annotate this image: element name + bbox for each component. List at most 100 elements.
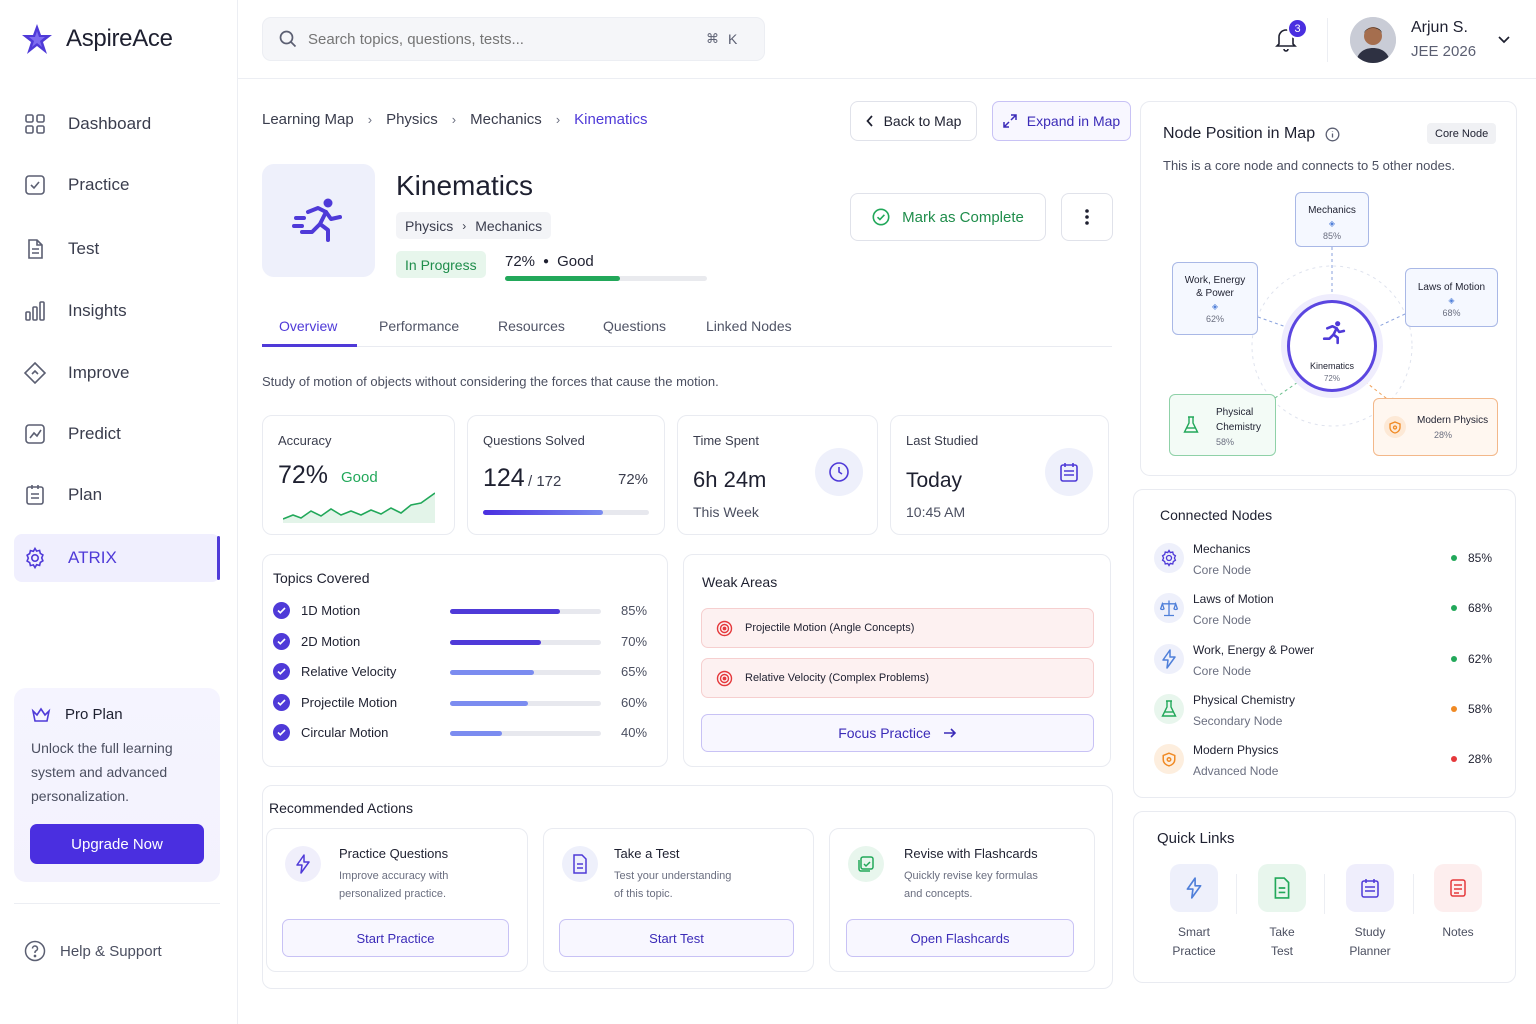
- pro-plan-desc: personalization.: [31, 788, 130, 804]
- topic-percent: 85%: [621, 603, 648, 618]
- pro-plan-desc: system and advanced: [31, 764, 168, 780]
- questions-solved-card: Questions Solved 124 / 172 72%: [467, 415, 665, 535]
- action-desc: and concepts.: [904, 888, 973, 900]
- tab-resources[interactable]: Resources: [498, 318, 565, 334]
- quick-link-take-test[interactable]: Take Test: [1256, 864, 1308, 961]
- breadcrumb-item[interactable]: Learning Map: [262, 111, 354, 128]
- start-practice-button[interactable]: Start Practice: [282, 919, 509, 957]
- user-info[interactable]: Arjun S. JEE 2026: [1411, 19, 1476, 60]
- map-node-label: Mechanics: [1308, 205, 1356, 216]
- topic-row[interactable]: 1D Motion 85%: [273, 601, 659, 621]
- quick-link-notes[interactable]: Notes: [1432, 864, 1484, 942]
- topic-row[interactable]: 2D Motion 70%: [273, 632, 659, 652]
- shortcut-key: K: [728, 31, 738, 47]
- back-to-map-button[interactable]: Back to Map: [850, 101, 977, 141]
- topic-row[interactable]: Projectile Motion 60%: [273, 693, 659, 713]
- user-name: Arjun S.: [1411, 19, 1468, 36]
- sidebar-item-test[interactable]: Test: [14, 225, 220, 273]
- map-node-work-energy-power[interactable]: Work, Energy & Power ◈ 62%: [1172, 262, 1258, 335]
- divider: [14, 903, 220, 904]
- topic-path-item: Mechanics: [475, 217, 543, 234]
- accuracy-card: Accuracy 72% Good: [262, 415, 455, 535]
- focus-practice-button[interactable]: Focus Practice: [701, 714, 1094, 752]
- tab-questions[interactable]: Questions: [603, 318, 667, 334]
- map-node-label: Work, Energy: [1184, 275, 1246, 286]
- upgrade-now-button[interactable]: Upgrade Now: [30, 824, 204, 864]
- chevron-right-icon: ›: [367, 112, 373, 127]
- action-desc: personalized practice.: [339, 888, 447, 900]
- topic-path: Physics › Mechanics: [396, 212, 552, 239]
- clock-icon: [815, 448, 863, 496]
- help-support-label: Help & Support: [60, 942, 162, 960]
- info-icon[interactable]: [1325, 127, 1340, 142]
- tab-overview[interactable]: Overview: [279, 318, 338, 334]
- search-input[interactable]: [308, 30, 688, 48]
- topic-name: 1D Motion: [301, 603, 361, 618]
- open-flashcards-button[interactable]: Open Flashcards: [846, 919, 1074, 957]
- topic-name: 2D Motion: [301, 633, 361, 649]
- tab-performance[interactable]: Performance: [379, 318, 460, 334]
- clipboard-icon: [14, 483, 58, 507]
- status-dot: [1451, 605, 1457, 612]
- start-test-button[interactable]: Start Test: [559, 919, 794, 957]
- sidebar-item-improve[interactable]: Improve: [14, 349, 220, 397]
- sidebar-item-plan[interactable]: Plan: [14, 471, 220, 519]
- sidebar-item-predict[interactable]: Predict: [14, 410, 220, 458]
- sidebar-item-dashboard[interactable]: Dashboard: [14, 100, 220, 148]
- search-bar[interactable]: ⌘ K: [262, 17, 765, 61]
- card-title: Node Position in Map: [1163, 125, 1316, 142]
- topic-name: Circular Motion: [301, 725, 389, 740]
- divider: [1327, 18, 1328, 62]
- app-name: AspireAce: [66, 25, 173, 52]
- tab-linked-nodes[interactable]: Linked Nodes: [706, 318, 792, 334]
- connected-node-row[interactable]: Physical Chemistry Secondary Node 58%: [1154, 689, 1499, 733]
- divider: [1324, 874, 1325, 914]
- help-support-link[interactable]: Help & Support: [24, 940, 162, 962]
- card-title: Weak Areas: [702, 574, 778, 590]
- quick-link-smart-practice[interactable]: Smart Practice: [1168, 864, 1220, 961]
- connected-node-row[interactable]: Work, Energy & Power Core Node 62%: [1154, 639, 1499, 683]
- user-subtitle: JEE 2026: [1411, 43, 1477, 60]
- sidebar: AspireAce Dashboard Practice Test Insigh…: [0, 0, 238, 1024]
- expand-in-map-button[interactable]: Expand in Map: [992, 101, 1131, 141]
- connected-node-row[interactable]: Mechanics Core Node 85%: [1154, 538, 1499, 582]
- map-node-laws-of-motion[interactable]: Laws of Motion ◈ 68%: [1405, 268, 1498, 327]
- topic-row[interactable]: Relative Velocity 65%: [273, 662, 659, 682]
- topic-description: Study of motion of objects without consi…: [262, 374, 719, 389]
- gear-icon: [14, 546, 58, 570]
- connected-node-row[interactable]: Laws of Motion Core Node 68%: [1154, 588, 1499, 632]
- map-node-modern-physics[interactable]: Modern Physics 28%: [1373, 398, 1498, 456]
- sidebar-item-insights[interactable]: Insights: [14, 287, 220, 335]
- app-logo[interactable]: AspireAce: [20, 22, 173, 56]
- notification-bell-button[interactable]: 3: [1274, 18, 1308, 52]
- topic-progress-bar: [505, 276, 707, 281]
- chevron-down-icon[interactable]: [1497, 35, 1511, 45]
- gear-icon: [1154, 543, 1184, 573]
- action-desc: of this topic.: [614, 888, 673, 900]
- breadcrumb-item[interactable]: Physics: [386, 111, 438, 128]
- back-to-map-label: Back to Map: [883, 113, 962, 129]
- checkbox-icon: [14, 173, 58, 197]
- connected-node-row[interactable]: Modern Physics Advanced Node 28%: [1154, 739, 1499, 783]
- topic-row[interactable]: Circular Motion 40%: [273, 723, 659, 743]
- action-desc: Quickly revise key formulas: [904, 870, 1038, 882]
- map-node-mechanics[interactable]: Mechanics ◈ 85%: [1295, 192, 1369, 247]
- planner-icon: [1346, 864, 1394, 912]
- header-divider: [238, 78, 1536, 79]
- topic-name: Projectile Motion: [301, 694, 398, 710]
- breadcrumb-item[interactable]: Mechanics: [470, 111, 542, 128]
- map-node-label: Modern Physics: [1417, 415, 1489, 426]
- map-node-physical-chemistry[interactable]: Physical Chemistry 58%: [1169, 394, 1276, 456]
- connected-node-type: Advanced Node: [1193, 764, 1279, 779]
- quick-link-study-planner[interactable]: Study Planner: [1344, 864, 1396, 961]
- topic-progress-bar: [450, 609, 601, 614]
- sidebar-item-atrix[interactable]: ATRIX: [14, 534, 220, 582]
- pro-plan-title: Pro Plan: [65, 706, 123, 723]
- avatar[interactable]: [1350, 17, 1396, 63]
- map-node-center[interactable]: Kinematics 72%: [1287, 300, 1377, 392]
- sidebar-item-practice[interactable]: Practice: [14, 161, 220, 209]
- mark-as-complete-button[interactable]: Mark as Complete: [850, 193, 1046, 241]
- weak-area-item[interactable]: Relative Velocity (Complex Problems): [701, 658, 1094, 698]
- more-options-button[interactable]: [1061, 193, 1113, 241]
- weak-area-item[interactable]: Projectile Motion (Angle Concepts): [701, 608, 1094, 648]
